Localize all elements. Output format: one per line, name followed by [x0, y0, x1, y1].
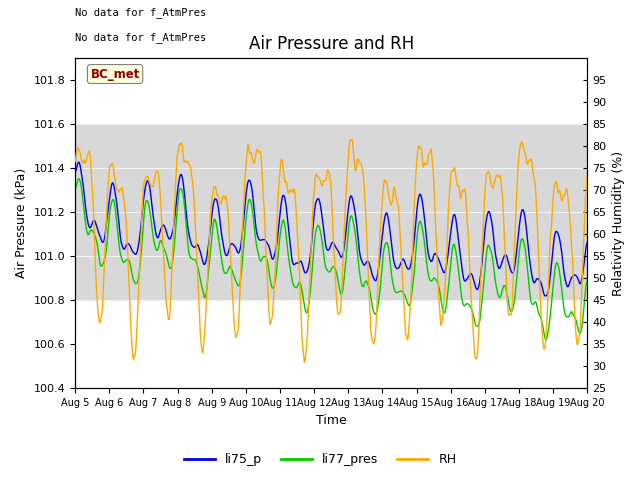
Legend: li75_p, li77_pres, RH: li75_p, li77_pres, RH [179, 448, 461, 471]
Text: No data for f_AtmPres: No data for f_AtmPres [75, 32, 206, 43]
Y-axis label: Relativity Humidity (%): Relativity Humidity (%) [612, 150, 625, 296]
Text: BC_met: BC_met [90, 68, 140, 81]
Title: Air Pressure and RH: Air Pressure and RH [248, 35, 414, 53]
X-axis label: Time: Time [316, 414, 347, 427]
Text: No data for f_AtmPres: No data for f_AtmPres [75, 7, 206, 18]
Bar [75, 124, 588, 300]
Y-axis label: Air Pressure (kPa): Air Pressure (kPa) [15, 168, 28, 278]
